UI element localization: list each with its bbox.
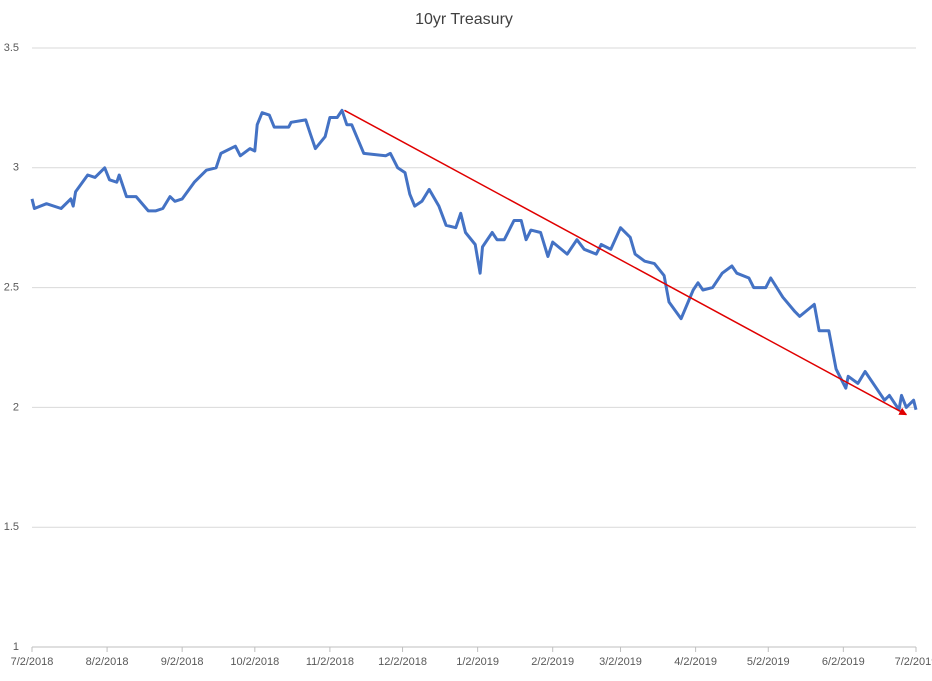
x-tick-label: 1/2/2019 xyxy=(456,656,499,668)
y-tick-label: 1.5 xyxy=(4,521,19,533)
x-tick-label: 11/2/2018 xyxy=(306,656,354,668)
trend-arrow xyxy=(344,109,908,416)
x-tick-label: 6/2/2019 xyxy=(822,656,865,668)
x-tick-label: 5/2/2019 xyxy=(747,656,790,668)
data-line xyxy=(30,108,918,412)
chart-title: 10yr Treasury xyxy=(415,11,513,28)
x-tick-label: 3/2/2019 xyxy=(599,656,642,668)
y-tick-label: 1 xyxy=(13,641,19,653)
y-tick-label: 3 xyxy=(13,162,19,174)
x-tick-label: 8/2/2018 xyxy=(86,656,129,668)
x-tick-label: 12/2/2018 xyxy=(378,656,427,668)
x-tick-label: 9/2/2018 xyxy=(161,656,204,668)
y-tick-label: 2.5 xyxy=(4,282,19,294)
x-tick-label: 2/2/2019 xyxy=(531,656,574,668)
y-tick-label: 2 xyxy=(13,401,19,413)
x-tick-label: 10/2/2018 xyxy=(230,656,279,668)
x-tick-label: 7/2/2019 xyxy=(895,656,932,668)
x-tick-label: 4/2/2019 xyxy=(674,656,717,668)
y-tick-label: 3.5 xyxy=(4,42,19,54)
x-tick-label: 7/2/2018 xyxy=(11,656,54,668)
